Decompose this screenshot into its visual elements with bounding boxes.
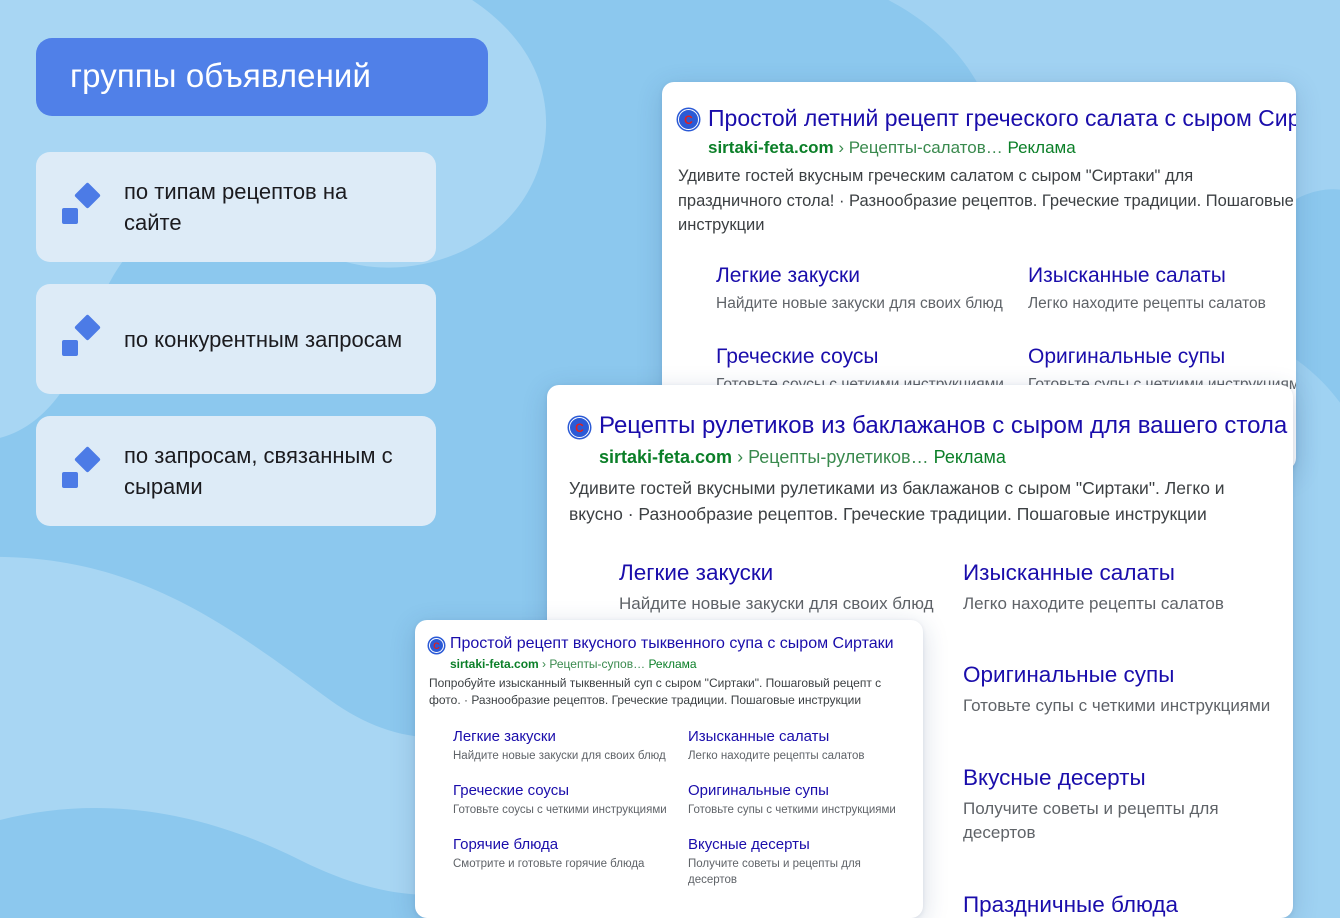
- sitelink[interactable]: Изысканные салаты Легко находите рецепты…: [963, 560, 1279, 617]
- sitelink-desc: Получите советы и рецепты для десертов: [688, 857, 861, 887]
- sitelink-title[interactable]: Изысканные салаты: [1028, 264, 1226, 287]
- result-url-line: sirtaki-feta.com › Рецепты-рулетиков… Ре…: [599, 447, 1287, 468]
- page-title: группы объявлений: [36, 38, 488, 117]
- sitelinks-grid: Легкие закуски Найдите новые закуски для…: [716, 264, 1296, 397]
- sidebar-item-cheese-queries[interactable]: по запросам, связанным с сырами: [36, 416, 436, 527]
- result-title[interactable]: Простой рецепт вкусного тыквенного супа …: [450, 635, 894, 652]
- sitelink[interactable]: Оригинальные супы Готовьте супы с четким…: [963, 662, 1279, 719]
- sitelink-title[interactable]: Греческие соусы: [453, 781, 570, 799]
- result-description: Удивите гостей вкусными рулетиками из ба…: [569, 478, 1225, 525]
- sitelink-desc: Готовьте супы с четкими инструкциями: [688, 803, 896, 816]
- result-path: › Рецепты-супов…: [542, 657, 646, 671]
- sitelink-desc: Легко находите рецепты салатов: [1028, 295, 1266, 312]
- sitelink[interactable]: Легкие закуски Найдите новые закуски для…: [716, 264, 1004, 315]
- sitelink-title[interactable]: Праздничные блюда: [963, 892, 1179, 918]
- sitelink-title[interactable]: Оригинальные супы: [688, 781, 829, 799]
- sitelink-title[interactable]: Оригинальные супы: [963, 662, 1175, 688]
- ad-label: Реклама: [933, 447, 1006, 467]
- sitelink-desc: Готовьте соусы с четкими инструкциями: [453, 803, 667, 816]
- left-column: группы объявлений по типам рецептов на с…: [36, 38, 491, 527]
- sitelink-desc: Найдите новые закуски для своих блюд: [453, 749, 666, 762]
- result-header: C Рецепты рулетиков из баклажанов с сыро…: [569, 411, 1293, 468]
- diamond-square-icon: [58, 446, 110, 494]
- sitelinks-grid: Легкие закуски Найдите новые закуски для…: [453, 728, 903, 888]
- sitelink-desc: Найдите новые закуски для своих блюд: [619, 593, 934, 613]
- result-title[interactable]: Рецепты рулетиков из баклажанов с сыром …: [599, 412, 1288, 439]
- sitelink[interactable]: Вкусные десерты Получите советы и рецепт…: [963, 765, 1279, 846]
- sitelink[interactable]: Изысканные салаты Легко находите рецепты…: [1028, 264, 1296, 315]
- sitelink-title[interactable]: Легкие закуски: [619, 559, 774, 585]
- sitelink[interactable]: Греческие соусы Готовьте соусы с четкими…: [453, 782, 668, 818]
- sitelink-title[interactable]: Греческие соусы: [716, 345, 879, 369]
- sitelink-desc: Найдите новые закуски для своих блюд: [716, 295, 1003, 312]
- sitelink-title[interactable]: Горячие блюда: [453, 835, 559, 853]
- sitelink[interactable]: Вкусные десерты Получите советы и рецепт…: [688, 836, 903, 888]
- result-domain[interactable]: sirtaki-feta.com: [450, 657, 539, 671]
- sitelink-title[interactable]: Легкие закуски: [453, 727, 556, 745]
- sitelink[interactable]: Оригинальные супы Готовьте супы с четким…: [688, 782, 903, 818]
- bullet-list: по типам рецептов на сайте по конкурентн…: [36, 152, 491, 527]
- sitelink-title[interactable]: Изысканные салаты: [963, 559, 1175, 585]
- sitelink[interactable]: Легкие закуски Найдите новые закуски для…: [619, 560, 935, 617]
- sitelink-desc: Смотрите и готовьте горячие блюда: [453, 857, 645, 870]
- sidebar-item-recipe-types[interactable]: по типам рецептов на сайте: [36, 152, 436, 263]
- sitelinks-grid: Легкие закуски Найдите новые закуски для…: [619, 560, 1279, 918]
- favicon-icon: C: [678, 109, 699, 130]
- sitelink-title[interactable]: Оригинальные супы: [1028, 345, 1226, 369]
- diamond-square-icon: [58, 182, 110, 230]
- result-url-line: sirtaki-feta.com › Рецепты-салатов… Рекл…: [708, 138, 1296, 158]
- ad-label: Реклама: [1007, 137, 1076, 157]
- sitelink[interactable]: Легкие закуски Найдите новые закуски для…: [453, 728, 668, 764]
- diamond-square-icon: [58, 314, 110, 362]
- sitelink-title[interactable]: Вкусные десерты: [963, 764, 1146, 790]
- favicon-icon: C: [429, 638, 444, 653]
- sitelink-title[interactable]: Легкие закуски: [716, 264, 860, 287]
- search-result-card-soup[interactable]: C Простой рецепт вкусного тыквенного суп…: [415, 620, 923, 918]
- result-header: C Простой рецепт вкусного тыквенного суп…: [429, 634, 923, 671]
- ad-label: Реклама: [648, 657, 697, 671]
- result-description: Попробуйте изысканный тыквенный суп с сы…: [429, 676, 882, 708]
- result-domain[interactable]: sirtaki-feta.com: [599, 447, 733, 467]
- sitelink[interactable]: Горячие блюда Смотрите и готовьте горячи…: [453, 836, 668, 888]
- sitelink-desc: Готовьте супы с четкими инструкциями: [963, 696, 1271, 716]
- sitelink-title[interactable]: Вкусные десерты: [688, 835, 810, 853]
- result-path: › Рецепты-рулетиков…: [737, 447, 929, 467]
- result-title[interactable]: Простой летний рецепт греческого салата …: [708, 105, 1296, 131]
- sidebar-item-label: по запросам, связанным с сырами: [124, 443, 393, 500]
- result-header: C Простой летний рецепт греческого салат…: [678, 104, 1296, 158]
- result-path: › Рецепты-салатов…: [838, 137, 1003, 157]
- sitelink-title[interactable]: Изысканные салаты: [688, 727, 830, 745]
- sitelink-desc: Получите советы и рецепты для десертов: [963, 798, 1219, 843]
- sitelink-desc: Легко находите рецепты салатов: [963, 593, 1224, 613]
- sidebar-item-label: по конкурентным запросам: [124, 326, 403, 352]
- result-description: Удивите гостей вкусным греческим салатом…: [678, 166, 1294, 235]
- sidebar-item-label: по типам рецептов на сайте: [124, 179, 348, 236]
- sidebar-item-competitor-queries[interactable]: по конкурентным запросам: [36, 284, 436, 395]
- result-domain[interactable]: sirtaki-feta.com: [708, 137, 834, 157]
- sitelink[interactable]: Праздничные блюда Удивите гостей праздни…: [963, 892, 1279, 918]
- result-url-line: sirtaki-feta.com › Рецепты-супов… Реклам…: [450, 657, 894, 671]
- sitelink-desc: Легко находите рецепты салатов: [688, 749, 865, 762]
- favicon-icon: C: [569, 417, 590, 438]
- sitelink[interactable]: Изысканные салаты Легко находите рецепты…: [688, 728, 903, 764]
